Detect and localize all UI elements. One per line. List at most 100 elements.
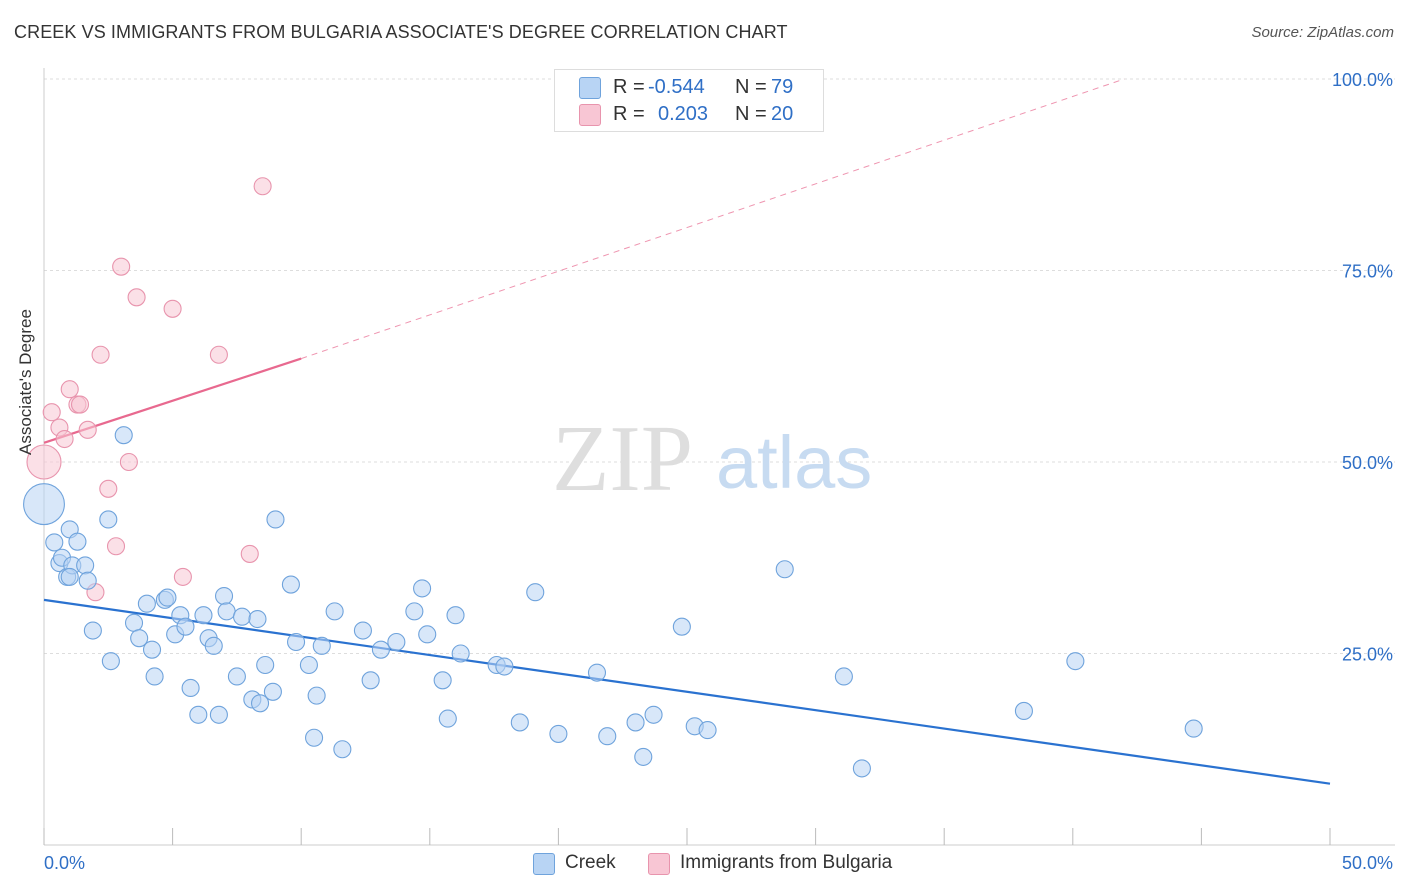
data-points [23,177,1203,778]
legend-row-creek: R = -0.544 N = 79 [555,74,823,100]
creek-point [438,709,457,728]
x-tick-label: 0.0% [44,853,85,873]
watermark: ZIP atlas [552,407,872,511]
creek-point [83,621,102,640]
creek-point [114,426,133,445]
creek-point [361,671,380,690]
creek-point [852,759,871,778]
creek-n-value: 79 [771,76,794,98]
bulgaria-swatch [579,104,601,126]
bulgaria-point [173,567,192,586]
creek-point [305,728,324,747]
bulgaria-point [99,479,118,498]
y-axis-label: Associate's Degree [16,309,35,455]
bulgaria-point [70,395,90,414]
creek-point [834,667,853,686]
creek-point [68,532,87,551]
creek-point [99,510,118,529]
bulgaria-point [26,444,62,480]
creek-point [209,705,228,724]
bulgaria-point [91,345,110,364]
creek-point [405,602,424,621]
creek-point [387,632,406,652]
creek-legend-label: Creek [565,852,616,873]
creek-point [256,655,275,675]
creek-point [1184,719,1203,738]
chart-title: CREEK VS IMMIGRANTS FROM BULGARIA ASSOCI… [14,22,788,42]
creek-point [227,667,246,686]
creek-point [250,694,270,713]
bulgaria-point [60,380,79,399]
creek-point [60,567,79,586]
creek-point [325,602,344,621]
bulgaria-point [119,452,138,472]
creek-r-value: -0.544 [648,76,705,98]
creek-point [142,640,162,659]
bulgaria-r-value: 0.203 [658,103,709,125]
y-tick-label: 50.0% [1342,453,1393,473]
creek-point [333,740,352,759]
creek-point [287,632,306,652]
creek-point [698,721,717,740]
creek-swatch [579,77,601,99]
creek-point [307,686,326,705]
creek-point [1014,701,1033,721]
creek-point [299,655,318,675]
creek-n-label: N = [735,76,767,98]
creek-point [549,724,568,743]
creek-point [78,571,97,590]
creek-point [23,483,65,526]
creek-point [232,607,252,626]
creek-point [1066,652,1085,671]
creek-point [598,727,617,746]
creek-point [214,586,234,606]
tick-labels: 25.0% 50.0% 75.0% 100.0% 0.0% 50.0% [44,70,1393,873]
creek-point [634,747,653,766]
creek-point [158,588,177,607]
bulgaria-legend-label: Immigrants from Bulgaria [680,852,893,873]
y-tick-label: 100.0% [1332,70,1393,90]
creek-point [266,510,285,529]
creek-point [181,678,200,698]
creek-point [248,609,267,629]
creek-legend-swatch [533,853,555,875]
creek-point [413,579,432,598]
creek-point [644,705,663,724]
creek-point [281,575,300,594]
creek-point [312,636,331,655]
creek-point [672,617,691,636]
creek-point [130,629,149,648]
creek-point [353,621,372,640]
bulgaria-point [163,299,182,318]
watermark-atlas: atlas [716,421,872,504]
creek-point [446,606,465,625]
bulgaria-point [209,345,228,364]
legend-row-bulgaria: R = 0.203 N = 20 [555,101,823,127]
watermark-zip: ZIP [552,407,693,511]
creek-point [194,606,213,625]
creek-point [76,556,95,575]
y-tick-label: 25.0% [1342,645,1393,665]
creek-point [137,594,156,613]
bulgaria-point [42,403,61,422]
y-tick-label: 75.0% [1342,262,1393,282]
creek-point [263,682,282,701]
creek-trend-line [43,598,1331,785]
creek-point [45,533,64,552]
bulgaria-point [253,177,272,196]
bulgaria-n-value: 20 [771,103,794,125]
correlation-legend: R = -0.544 N = 79 R = 0.203 N = 20 [554,69,824,132]
bulgaria-point [106,537,126,556]
creek-point [433,671,452,690]
creek-point [626,713,645,732]
bulgaria-point [127,288,146,307]
creek-point [145,667,164,686]
creek-point [526,583,545,602]
bulgaria-point [55,429,74,449]
creek-point [451,644,470,663]
creek-point [176,617,195,636]
creek-point [204,636,223,655]
grid-lines [44,78,1395,654]
bulgaria-legend-swatch [648,853,670,875]
